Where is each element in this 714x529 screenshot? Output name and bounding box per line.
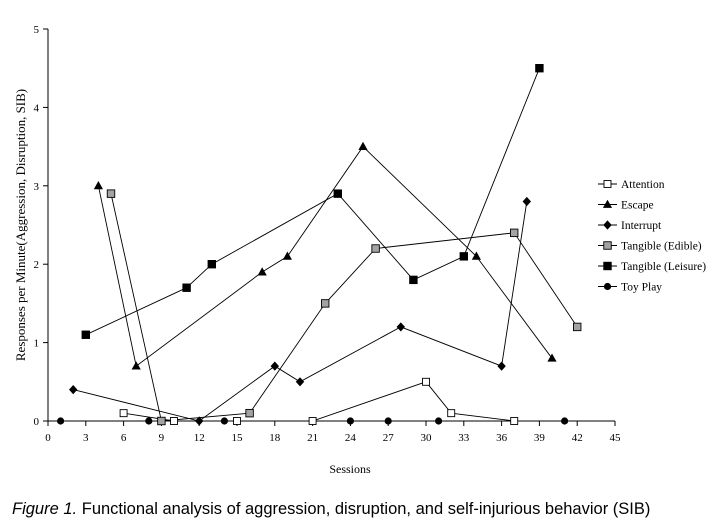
toy-play-data-point: [220, 417, 228, 425]
attention-data-point: [510, 417, 519, 425]
attention-data-point: [170, 417, 178, 425]
toy-play-data-point: [57, 417, 65, 425]
legend-marker-attention: [603, 180, 612, 188]
legend-label-attention: Attention: [621, 179, 665, 191]
tangible-leisure-data-point: [333, 189, 342, 198]
interrupt-data-point: [295, 377, 305, 387]
tangible-edible-data-point: [573, 322, 582, 332]
legend-item-toy-play: Toy Play: [598, 282, 662, 294]
legend-label-interrupt: Interrupt: [621, 220, 662, 232]
escape-data-point: [547, 353, 557, 362]
x-tick-label: 18: [269, 432, 281, 444]
tangible-leisure-data-point: [535, 63, 544, 73]
y-axis-label: Responses per Minute(Aggression, Disrupt…: [13, 89, 28, 361]
tangible-edible-data-point: [106, 189, 116, 198]
tangible-leisure-data-point: [409, 275, 418, 285]
legend-marker-tangible-edible: [603, 241, 612, 250]
legend-label-escape: Escape: [621, 200, 654, 212]
figure-caption-text: Functional analysis of aggression, disru…: [81, 500, 651, 518]
x-tick-label: 6: [121, 432, 127, 444]
tangible-edible-data-point: [157, 416, 166, 426]
toy-play-data-point: [145, 417, 153, 425]
y-tick-label: 1: [34, 338, 40, 350]
escape-data-point: [358, 141, 368, 150]
escape-data-point: [131, 361, 141, 370]
figure-number: Figure 1.: [12, 500, 78, 518]
interrupt-data-point: [522, 196, 531, 207]
y-tick-label: 4: [34, 102, 40, 114]
figure-caption: Figure 1. Functional analysis of aggressi…: [12, 499, 650, 519]
interrupt-series-line: [73, 201, 528, 422]
escape-series-line: [97, 145, 553, 367]
tangible-leisure-data-point: [207, 260, 217, 269]
y-tick-label: 5: [34, 24, 40, 36]
tangible-edible-series-line: [110, 193, 578, 422]
x-tick-label: 12: [194, 432, 205, 444]
x-tick-label: 36: [496, 432, 508, 444]
x-tick-label: 21: [307, 432, 318, 444]
interrupt-data-point: [69, 385, 78, 395]
escape-data-point: [93, 181, 103, 190]
tangible-edible-data-point: [321, 299, 330, 308]
tangible-edible-data-point: [371, 244, 380, 253]
x-tick-label: 3: [83, 432, 89, 444]
x-tick-label: 39: [534, 432, 546, 444]
x-tick-label: 0: [45, 432, 51, 444]
legend-item-escape: Escape: [598, 200, 654, 212]
x-tick-label: 24: [345, 432, 357, 444]
escape-data-point: [282, 251, 292, 260]
attention-series-line: [123, 381, 515, 422]
y-tick-label: 0: [34, 416, 40, 428]
legend: Attention Escape Interrupt Tangible (Edible…: [598, 179, 706, 294]
toy-play-data-point: [346, 417, 354, 425]
interrupt-data-point: [270, 361, 279, 371]
legend-item-interrupt: Interrupt: [598, 220, 662, 232]
toy-play-data-point: [435, 417, 443, 425]
escape-data-point: [257, 267, 267, 276]
attention-data-point: [447, 409, 456, 418]
legend-label-tangible-edible: Tangible (Edible): [621, 241, 702, 253]
tangible-edible-data-point: [510, 228, 519, 238]
x-tick-label: 9: [159, 432, 165, 444]
y-tick-label: 2: [34, 259, 40, 271]
x-tick-label: 27: [383, 432, 395, 444]
x-tick-label: 15: [232, 432, 244, 444]
tangible-leisure-data-point: [81, 330, 91, 339]
x-tick-label: 33: [458, 432, 470, 444]
attention-data-point: [422, 377, 430, 386]
toy-play-data-point: [384, 417, 392, 425]
legend-marker-toy-play: [603, 282, 612, 291]
attention-data-point: [308, 417, 317, 425]
escape-data-point: [471, 251, 481, 260]
toy-play-data-point: [561, 417, 569, 425]
interrupt-data-point: [195, 416, 204, 426]
x-tick-label: 45: [610, 432, 622, 444]
attention-data-point: [119, 409, 128, 418]
interrupt-data-point: [497, 361, 506, 371]
x-axis-label: Sessions: [329, 462, 371, 476]
series-markers: [57, 63, 582, 426]
x-tick-label: 30: [421, 432, 433, 444]
interrupt-data-point: [396, 322, 405, 332]
attention-data-point: [233, 417, 241, 425]
tangible-leisure-data-point: [459, 252, 468, 261]
legend-label-toy-play: Toy Play: [621, 282, 662, 294]
tangible-leisure-data-point: [182, 283, 191, 292]
legend-item-tangible-leisure: Tangible (Leisure): [598, 261, 706, 273]
y-tick-label: 3: [34, 181, 40, 193]
legend-item-attention: Attention: [598, 179, 665, 191]
legend-marker-escape: [602, 199, 613, 208]
x-tick-label: 42: [572, 432, 583, 444]
legend-marker-interrupt: [603, 220, 612, 230]
tangible-edible-data-point: [245, 408, 254, 418]
legend-marker-tangible-leisure: [603, 261, 612, 271]
legend-item-tangible-edible: Tangible (Edible): [598, 241, 702, 253]
legend-label-tangible-leisure: Tangible (Leisure): [621, 261, 706, 273]
tangible-leisure-series-line: [85, 68, 540, 336]
